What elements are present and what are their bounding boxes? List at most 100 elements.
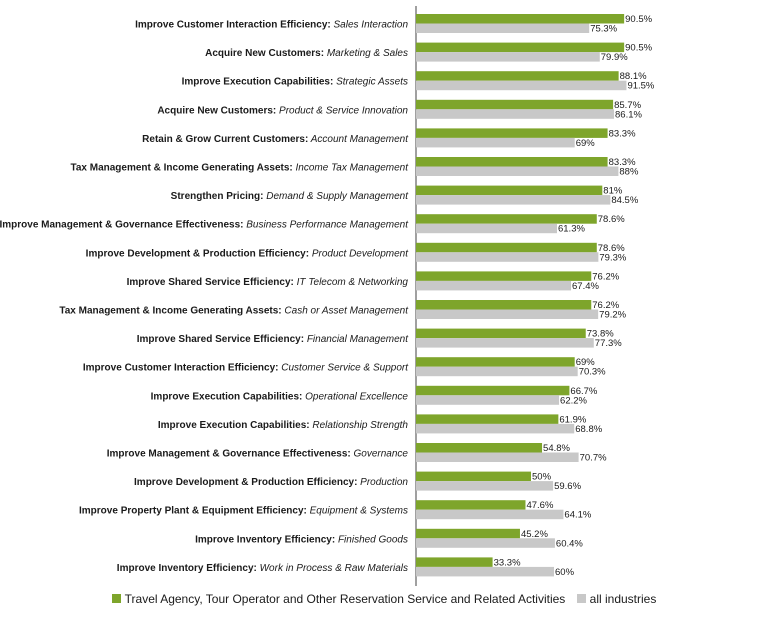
category-area: Account Management <box>308 134 409 145</box>
category-area: Work in Process & Raw Materials <box>257 563 408 574</box>
value-label-all-industries: 67.4% <box>572 281 599 292</box>
category-group: Improve Customer Interaction Efficiency: <box>83 363 279 374</box>
category-group: Improve Execution Capabilities: <box>182 77 334 88</box>
bar-all-industries <box>416 538 555 548</box>
category-label: Improve Customer Interaction Efficiency:… <box>83 363 409 374</box>
category-area: IT Telecom & Networking <box>294 277 409 288</box>
bar-all-industries <box>416 509 564 520</box>
legend-item-travel: Travel Agency, Tour Operator and Other R… <box>111 592 565 606</box>
category-group: Retain & Grow Current Customers: <box>142 134 308 145</box>
bar-travel <box>416 157 608 167</box>
bar-travel <box>416 557 493 567</box>
value-label-travel: 50% <box>532 472 552 483</box>
category-label: Improve Management & Governance Effectiv… <box>107 449 409 460</box>
value-label-all-industries: 70.3% <box>579 367 606 378</box>
bar-travel <box>416 300 592 310</box>
category-group: Improve Development & Production Efficie… <box>86 248 309 259</box>
value-label-all-industries: 70.7% <box>580 453 607 464</box>
category-group: Improve Execution Capabilities: <box>158 420 310 431</box>
category-label: Improve Property Plant & Equipment Effic… <box>79 506 408 517</box>
category-area: Demand & Supply Management <box>263 191 409 202</box>
value-label-all-industries: 77.3% <box>595 338 622 349</box>
category-area: Customer Service & Support <box>279 363 410 374</box>
bar-all-industries <box>416 423 575 434</box>
category-group: Improve Inventory Efficiency: <box>195 534 335 545</box>
category-group: Improve Development & Production Efficie… <box>134 477 357 488</box>
legend-swatch-all-industries <box>576 594 586 604</box>
bar-travel <box>416 71 619 81</box>
category-area: Business Performance Management <box>243 220 409 231</box>
category-area: Financial Management <box>304 334 409 345</box>
category-group: Improve Shared Service Efficiency: <box>127 277 294 288</box>
category-area: Sales Interaction <box>331 20 409 31</box>
bar-travel <box>416 471 531 482</box>
bar-all-industries <box>416 223 557 234</box>
category-area: Production <box>357 477 408 488</box>
bar-all-industries <box>416 137 575 148</box>
value-label-all-industries: 88% <box>619 167 639 178</box>
value-label-travel: 66.7% <box>570 386 597 397</box>
value-label-travel: 45.2% <box>521 529 548 540</box>
value-label-travel: 76.2% <box>592 271 619 282</box>
value-label-travel: 33.3% <box>494 557 521 568</box>
legend-swatch-travel <box>111 594 121 604</box>
category-area: Product Development <box>309 248 409 259</box>
value-label-travel: 73.8% <box>587 329 614 340</box>
value-label-all-industries: 75.3% <box>590 24 617 35</box>
category-label: Retain & Grow Current Customers: Account… <box>142 134 409 145</box>
value-label-travel: 69% <box>576 357 596 368</box>
value-label-travel: 83.3% <box>609 128 636 139</box>
bar-all-industries <box>416 280 572 291</box>
category-label: Improve Shared Service Efficiency: IT Te… <box>127 277 409 288</box>
bar-all-industries <box>416 166 619 176</box>
legend: Travel Agency, Tour Operator and Other R… <box>0 592 768 606</box>
category-label: Improve Management & Governance Effectiv… <box>0 220 409 231</box>
value-label-all-industries: 68.8% <box>575 424 602 435</box>
bar-travel <box>416 271 592 281</box>
category-group: Improve Inventory Efficiency: <box>117 563 257 574</box>
category-label: Tax Management & Income Generating Asset… <box>70 163 409 174</box>
bar-travel <box>416 128 608 138</box>
value-label-all-industries: 69% <box>576 138 596 149</box>
category-group: Improve Property Plant & Equipment Effic… <box>79 506 307 517</box>
category-label: Improve Inventory Efficiency: Work in Pr… <box>117 563 408 574</box>
category-area: Marketing & Sales <box>324 48 408 59</box>
category-group: Improve Management & Governance Effectiv… <box>107 449 351 460</box>
bar-travel <box>416 500 526 510</box>
bar-all-industries <box>416 395 560 405</box>
category-area: Relationship Strength <box>310 420 409 431</box>
category-label: Improve Inventory Efficiency: Finished G… <box>195 534 408 545</box>
legend-label-all-industries: all industries <box>589 592 657 606</box>
category-group: Acquire New Customers: <box>205 48 324 59</box>
category-group: Improve Management & Governance Effectiv… <box>0 220 243 231</box>
bar-travel <box>416 528 520 539</box>
value-label-travel: 78.6% <box>598 214 625 225</box>
bar-travel <box>416 14 625 24</box>
value-label-all-industries: 60% <box>555 567 575 578</box>
category-label: Tax Management & Income Generating Asset… <box>59 306 409 317</box>
bar-travel <box>416 414 559 424</box>
category-label: Acquire New Customers: Product & Service… <box>157 105 408 116</box>
category-group: Tax Management & Income Generating Asset… <box>70 163 292 174</box>
value-label-all-industries: 84.5% <box>611 195 638 206</box>
value-label-travel: 61.9% <box>559 414 586 425</box>
category-group: Improve Execution Capabilities: <box>151 391 303 402</box>
bar-travel <box>416 328 586 339</box>
value-label-all-industries: 60.4% <box>556 538 583 549</box>
category-group: Acquire New Customers: <box>157 105 276 116</box>
category-label: Improve Execution Capabilities: Strategi… <box>182 77 408 88</box>
bar-travel <box>416 185 603 196</box>
category-label: Improve Execution Capabilities: Relation… <box>158 420 409 431</box>
bar-all-industries <box>416 452 579 462</box>
bar-all-industries <box>416 109 615 119</box>
value-label-travel: 90.5% <box>625 14 652 25</box>
bar-chart: Improve Customer Interaction Efficiency:… <box>0 6 655 586</box>
bar-all-industries <box>416 252 599 262</box>
bar-all-industries <box>416 366 578 377</box>
bar-travel <box>416 99 614 110</box>
category-label: Improve Development & Production Efficie… <box>134 477 408 488</box>
bar-travel <box>416 443 543 453</box>
bar-all-industries <box>416 338 594 348</box>
category-label: Improve Customer Interaction Efficiency:… <box>135 20 408 31</box>
category-label: Improve Shared Service Efficiency: Finan… <box>137 334 409 345</box>
